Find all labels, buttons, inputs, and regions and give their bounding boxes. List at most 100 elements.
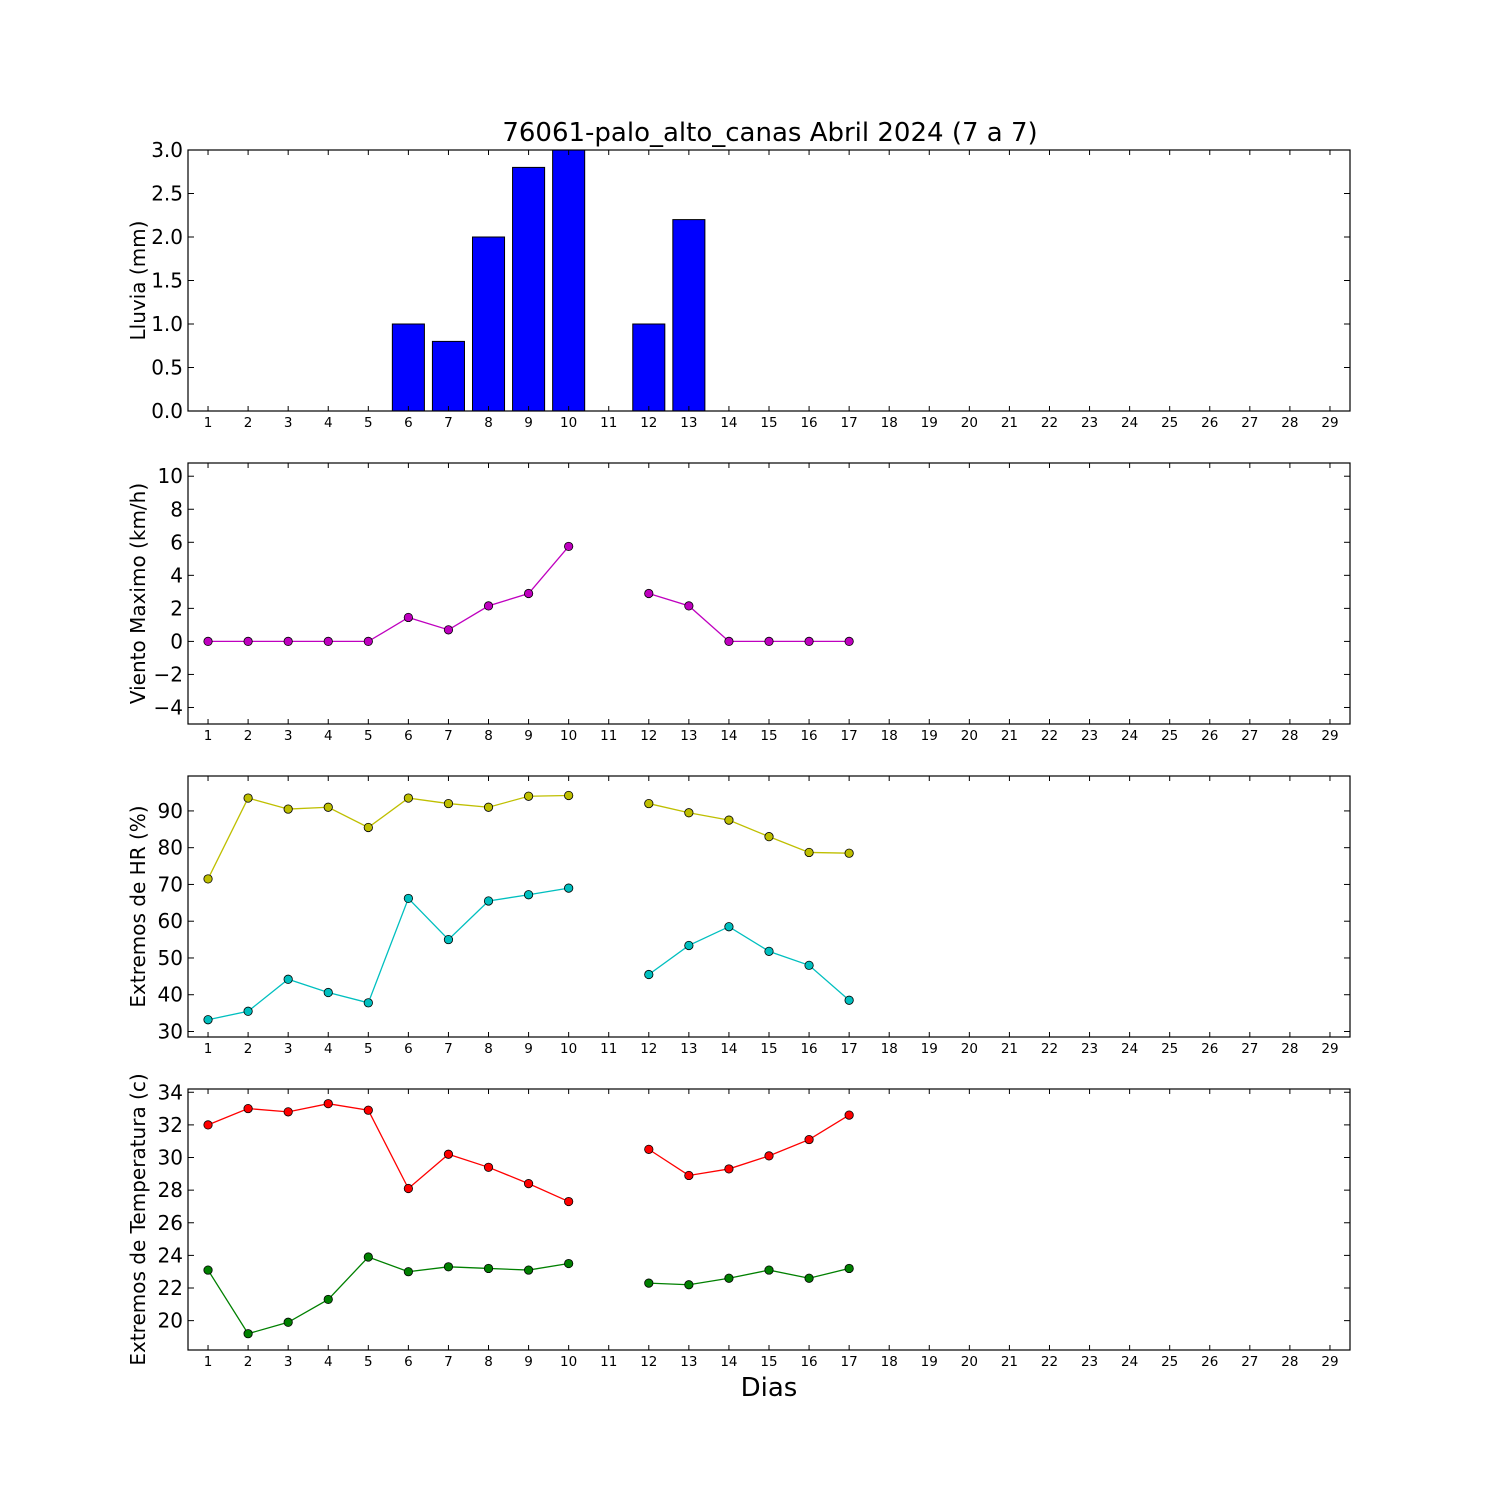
- humidity-xtick-label: 24: [1121, 1041, 1138, 1057]
- humidity-xtick-label: 16: [800, 1041, 817, 1057]
- humidity-ytick-label: 30: [158, 1019, 183, 1043]
- temperature-series-0-point-day-9: [523, 1179, 534, 1189]
- humidity-series-0-point-day-15: [764, 832, 774, 842]
- rain-bar-day-7: [431, 340, 465, 411]
- temperature-series-0-point-day-5: [363, 1105, 373, 1115]
- wind-series-0-point-day-2: [243, 636, 253, 647]
- humidity-series-0-point-day-10: [564, 790, 574, 801]
- humidity-xtick-label: 5: [364, 1041, 373, 1057]
- temperature-series-1-point-day-16: [804, 1273, 814, 1283]
- humidity-xtick-label: 6: [404, 1041, 413, 1057]
- wind-xtick-label: 2: [244, 728, 253, 744]
- temperature-series-1-point-day-5: [363, 1252, 373, 1262]
- temperature-xtick-label: 3: [284, 1354, 293, 1370]
- wind-ytick-label: −4: [154, 695, 183, 719]
- wind-xtick-label: 1: [204, 728, 213, 744]
- rainfall-xtick-label: 16: [800, 415, 817, 431]
- humidity-xtick-label: 29: [1321, 1041, 1338, 1057]
- temperature-series-1-point-day-13: [684, 1280, 694, 1290]
- humidity-series-1-point-day-17: [844, 995, 854, 1005]
- rain-bar-day-9: [512, 166, 546, 411]
- temperature-series-0-point-day-1: [203, 1120, 213, 1130]
- temperature-ytick-label: 26: [158, 1211, 183, 1235]
- temperature-series-1-point-day-15: [764, 1265, 774, 1275]
- rain-bar-day-13: [672, 219, 706, 411]
- temperature-xtick-label: 24: [1121, 1354, 1138, 1370]
- humidity-series-1-point-day-6: [403, 893, 413, 904]
- rainfall-xtick-label: 11: [600, 415, 617, 431]
- humidity-series-1-point-day-14: [724, 922, 734, 932]
- humidity-xtick-label: 1: [204, 1041, 213, 1057]
- temperature-series-0-point-day-4: [323, 1099, 333, 1109]
- temperature-series-0-point-day-16: [804, 1134, 814, 1145]
- wind-xtick-label: 17: [841, 728, 858, 744]
- temperature-series-0-point-day-7: [443, 1149, 454, 1159]
- humidity-ytick-label: 40: [158, 983, 183, 1007]
- rain-bar-day-10: [552, 150, 586, 411]
- humidity-series-1-point-day-7: [443, 934, 454, 945]
- temperature-series-1-point-day-17: [844, 1263, 854, 1274]
- temperature-series-0-point-day-12: [644, 1144, 654, 1154]
- humidity-ytick-label: 90: [158, 799, 183, 823]
- humidity-xtick-label: 4: [324, 1041, 333, 1057]
- rainfall-xtick-label: 4: [324, 415, 333, 431]
- rainfall-xtick-label: 13: [680, 415, 697, 431]
- rainfall-xtick-label: 3: [284, 415, 293, 431]
- temperature-ytick-label: 22: [158, 1276, 183, 1300]
- wind-series-0-point-day-9: [523, 588, 534, 599]
- humidity-ytick-label: 80: [158, 836, 183, 860]
- humidity-xtick-label: 2: [244, 1041, 253, 1057]
- rainfall-xtick-label: 6: [404, 415, 413, 431]
- wind-ytick-label: 8: [170, 497, 183, 521]
- temperature-ytick-label: 20: [158, 1309, 183, 1333]
- temperature-series-1-point-day-6: [403, 1267, 413, 1277]
- wind-ytick-label: 6: [170, 530, 183, 554]
- wind-marks: [203, 541, 854, 647]
- rain-bar-day-6: [391, 323, 425, 411]
- wind-xtick-label: 7: [444, 728, 453, 744]
- wind-xtick-label: 18: [881, 728, 898, 744]
- wind-panel: 1 2 3 4 5 6 7 8 9 10 11 12 13 14 15 16 17 18 19 20 21 22 23 24 2…: [126, 462, 1351, 744]
- humidity-series-1-point-day-2: [243, 1006, 253, 1016]
- rainfall-xtick-label: 2: [244, 415, 253, 431]
- humidity-series-1-point-day-10: [564, 883, 574, 893]
- temperature-xtick-label: 26: [1201, 1354, 1218, 1370]
- wind-xtick-label: 6: [404, 728, 413, 744]
- wind-series-0-point-day-4: [323, 636, 333, 647]
- rainfall-xtick-label: 8: [484, 415, 493, 431]
- rainfall-xtick-label: 17: [841, 415, 858, 431]
- rain-bar-day-12: [632, 323, 666, 411]
- rainfall-xtick-label: 27: [1241, 415, 1258, 431]
- temperature-xtick-label: 5: [364, 1354, 373, 1370]
- rainfall-xtick-label: 21: [1001, 415, 1018, 431]
- wind-xtick-label: 12: [640, 728, 657, 744]
- humidity-xtick-label: 11: [600, 1041, 617, 1057]
- temperature-series-0-point-day-2: [243, 1103, 253, 1114]
- wind-series-0-point-day-7: [443, 625, 454, 635]
- wind-xtick-label: 14: [720, 728, 737, 744]
- humidity-xtick-label: 14: [720, 1041, 737, 1057]
- temperature-xtick-label: 16: [800, 1354, 817, 1370]
- humidity-series-1-point-day-15: [764, 946, 774, 956]
- temperature-xtick-label: 14: [720, 1354, 737, 1370]
- temperature-series-1-point-day-7: [443, 1262, 454, 1272]
- humidity-series-1-point-day-4: [323, 987, 333, 998]
- temperature-xtick-label: 19: [921, 1354, 938, 1370]
- rainfall-xtick-label: 9: [524, 415, 533, 431]
- humidity-series-1-point-day-8: [483, 896, 494, 906]
- humidity-xtick-label: 10: [560, 1041, 577, 1057]
- humidity-series-1-point-day-13: [684, 940, 694, 951]
- rainfall-panel: 1 2 3 4 5 6 7 8 9 10 11 12 13 14 15 16 17 18 19 20 21 22 23 24 2…: [126, 138, 1351, 431]
- humidity-series-1-line: [207, 887, 850, 1021]
- humidity-ytick-label: 70: [158, 872, 183, 896]
- temperature-xtick-label: 17: [841, 1354, 858, 1370]
- temperature-xtick-label: 2: [244, 1354, 253, 1370]
- humidity-xtick-label: 22: [1041, 1041, 1058, 1057]
- wind-series-0-point-day-16: [804, 636, 814, 647]
- humidity-series-1-point-day-12: [644, 969, 654, 980]
- humidity-y-axis-label: Extremos de HR (%): [126, 805, 150, 1007]
- humidity-series-0-point-day-9: [523, 791, 534, 801]
- wind-xtick-label: 4: [324, 728, 333, 744]
